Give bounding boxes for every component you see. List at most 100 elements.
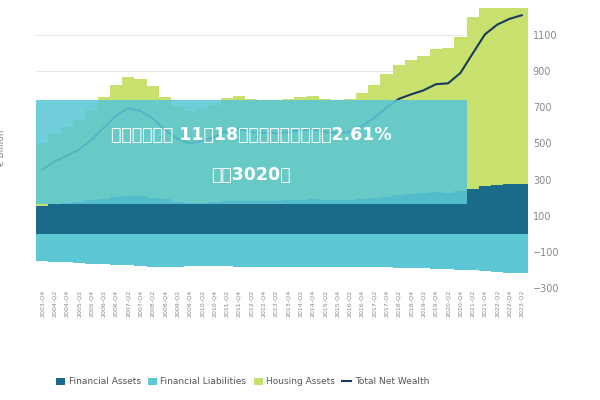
Bar <box>147 198 159 234</box>
Text: 场内股票配资 11月18日燃油期货收盘下跃2.61%: 场内股票配资 11月18日燃油期货收盘下跃2.61% <box>111 126 392 144</box>
Bar <box>98 98 110 198</box>
Bar <box>344 234 356 267</box>
Bar <box>331 234 344 267</box>
Bar <box>147 86 159 198</box>
Bar <box>516 184 528 234</box>
Bar <box>467 234 479 270</box>
Bar <box>49 234 61 262</box>
Bar <box>344 200 356 234</box>
Bar <box>61 127 73 203</box>
Bar <box>221 234 233 266</box>
Bar <box>319 200 331 234</box>
Bar <box>257 100 270 201</box>
Bar <box>319 234 331 267</box>
Bar <box>110 85 122 197</box>
Bar <box>36 206 49 234</box>
Bar <box>405 194 418 234</box>
Bar <box>270 234 282 267</box>
Bar <box>491 234 503 272</box>
Bar <box>442 234 454 269</box>
Bar <box>393 65 405 195</box>
Bar <box>454 37 467 191</box>
Bar <box>418 234 430 268</box>
Bar <box>491 0 503 185</box>
Bar <box>405 234 418 268</box>
Bar <box>454 234 467 270</box>
Bar <box>36 142 49 206</box>
Bar <box>122 234 134 266</box>
Text: € Billion: € Billion <box>0 130 6 166</box>
Bar <box>172 234 184 267</box>
Bar <box>356 93 368 200</box>
Bar <box>134 196 147 234</box>
Bar <box>208 202 221 234</box>
Bar <box>245 99 257 201</box>
Bar <box>380 197 393 234</box>
Bar <box>393 234 405 268</box>
Bar <box>331 100 344 200</box>
Bar <box>184 234 196 266</box>
Bar <box>393 195 405 234</box>
Bar <box>184 111 196 203</box>
Bar <box>270 100 282 200</box>
Bar <box>467 17 479 189</box>
Bar <box>344 99 356 200</box>
Bar <box>380 74 393 197</box>
Bar <box>49 134 61 204</box>
Bar <box>245 201 257 234</box>
Bar <box>479 0 491 186</box>
Bar <box>49 204 61 234</box>
Bar <box>159 200 172 234</box>
Bar <box>356 200 368 234</box>
Bar <box>245 234 257 267</box>
Bar <box>503 0 516 184</box>
Bar <box>85 234 98 264</box>
Bar <box>282 234 295 267</box>
Bar <box>295 200 307 234</box>
Bar <box>503 234 516 273</box>
Bar <box>184 203 196 234</box>
Bar <box>221 201 233 234</box>
Bar <box>208 105 221 202</box>
Bar <box>418 193 430 234</box>
Bar <box>85 110 98 200</box>
FancyBboxPatch shape <box>36 100 467 204</box>
Bar <box>282 99 295 200</box>
Bar <box>454 191 467 234</box>
Bar <box>257 201 270 234</box>
Bar <box>331 200 344 234</box>
Bar <box>516 234 528 273</box>
Bar <box>233 201 245 234</box>
Bar <box>491 185 503 234</box>
Bar <box>319 99 331 200</box>
Bar <box>61 203 73 234</box>
Bar <box>467 189 479 234</box>
Bar <box>134 234 147 266</box>
Bar <box>122 77 134 196</box>
Bar <box>36 234 49 261</box>
Bar <box>368 198 380 234</box>
Bar <box>233 234 245 267</box>
Bar <box>61 234 73 262</box>
Bar <box>368 84 380 198</box>
Bar <box>295 97 307 200</box>
Bar <box>85 200 98 234</box>
Bar <box>418 56 430 193</box>
Bar <box>98 234 110 264</box>
Bar <box>196 203 208 234</box>
Bar <box>430 234 442 269</box>
Bar <box>221 98 233 201</box>
Bar <box>110 197 122 234</box>
Legend: Financial Assets, Financial Liabilities, Housing Assets, Total Net Wealth: Financial Assets, Financial Liabilities,… <box>52 374 433 390</box>
Bar <box>257 234 270 267</box>
Bar <box>134 79 147 196</box>
Bar <box>380 234 393 268</box>
Bar <box>442 48 454 193</box>
Bar <box>295 234 307 267</box>
Bar <box>430 192 442 234</box>
Bar <box>479 186 491 234</box>
Bar <box>73 202 85 234</box>
Text: ，报3020元: ，报3020元 <box>212 166 291 184</box>
Bar <box>405 60 418 194</box>
Bar <box>479 234 491 271</box>
